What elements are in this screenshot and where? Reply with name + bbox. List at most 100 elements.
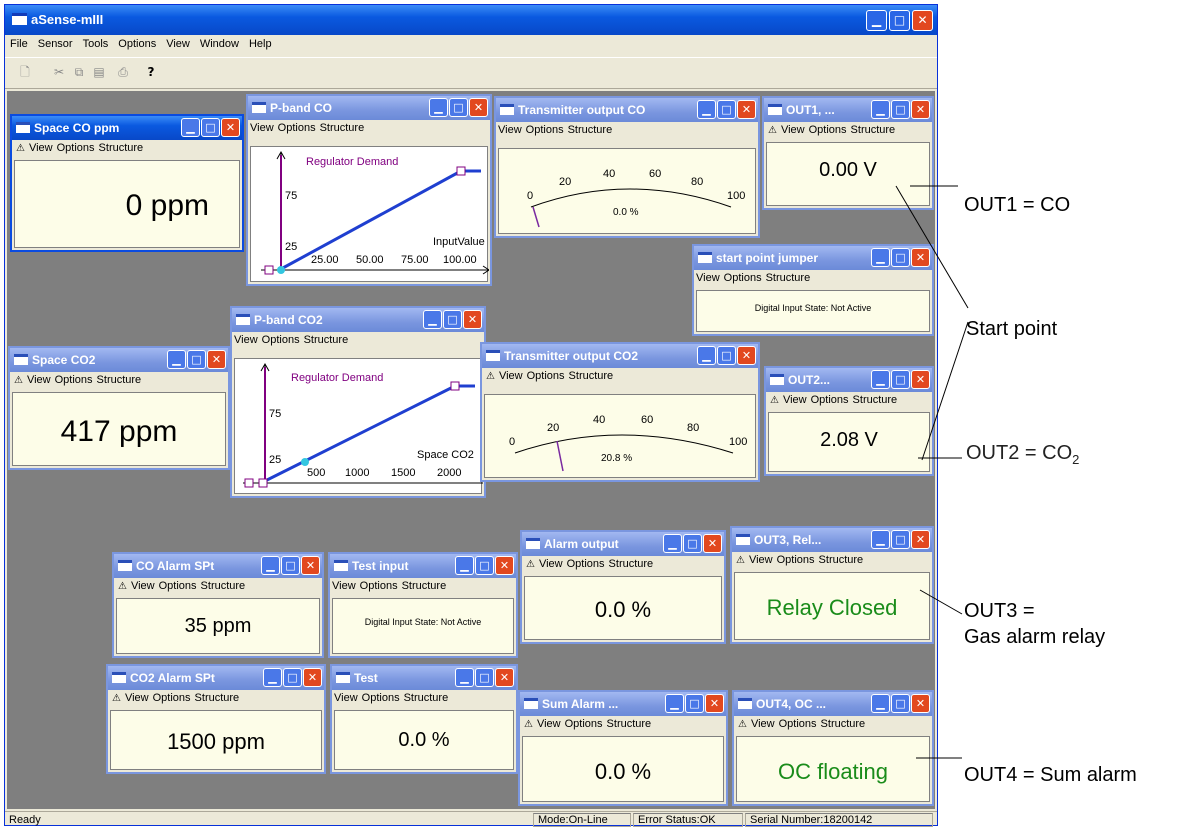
menu-structure[interactable]: Structure bbox=[303, 334, 349, 346]
menu-structure[interactable]: Structure bbox=[820, 718, 866, 730]
menu-sensor[interactable]: Sensor bbox=[37, 38, 73, 50]
new-file-icon[interactable]: 🗋 bbox=[20, 65, 30, 79]
minimize-button[interactable]: ▁ bbox=[263, 668, 282, 687]
menu-view[interactable]: View bbox=[130, 580, 155, 592]
close-button[interactable]: ✕ bbox=[911, 530, 930, 549]
minimize-button[interactable]: ▁ bbox=[455, 556, 474, 575]
maximize-button[interactable]: □ bbox=[685, 694, 704, 713]
maximize-button[interactable]: □ bbox=[683, 534, 702, 553]
menu-view[interactable]: View bbox=[166, 38, 190, 50]
minimize-button[interactable]: ▁ bbox=[663, 534, 682, 553]
maximize-button[interactable]: □ bbox=[281, 556, 300, 575]
menu-view[interactable]: View bbox=[124, 692, 149, 704]
transmitter-co2-window[interactable]: Transmitter output CO2 ▁ □ ✕ ⚠ View Options S… bbox=[480, 342, 760, 482]
maximize-button[interactable]: □ bbox=[891, 370, 910, 389]
pband-co2-window[interactable]: P-band CO2 ▁ □ ✕ View Options Structure Regu… bbox=[230, 306, 486, 498]
menu-tools[interactable]: Tools bbox=[82, 38, 109, 50]
menu-structure[interactable]: Structure bbox=[850, 124, 896, 136]
out1-window[interactable]: OUT1, ... ▁ □ ✕ ⚠ View Options Structure 0.00… bbox=[762, 96, 934, 210]
close-button[interactable]: ✕ bbox=[301, 556, 320, 575]
menu-options[interactable]: Options bbox=[566, 558, 605, 570]
curve-start-handle[interactable] bbox=[264, 265, 274, 275]
menu-options[interactable]: Options bbox=[277, 122, 316, 134]
out3-window[interactable]: OUT3, Rel... ▁ □ ✕ ⚠ View Options Structure R… bbox=[730, 526, 934, 644]
maximize-button[interactable]: □ bbox=[475, 668, 494, 687]
menu-structure[interactable]: Structure bbox=[765, 272, 811, 284]
maximize-button[interactable]: □ bbox=[717, 346, 736, 365]
menu-options[interactable]: Options bbox=[361, 692, 400, 704]
menu-options[interactable]: Options bbox=[525, 124, 564, 136]
pband-co-window[interactable]: P-band CO ▁ □ ✕ View Options Structure Regul… bbox=[246, 94, 492, 286]
curve-start-handle[interactable] bbox=[258, 478, 268, 488]
menu-view[interactable]: View bbox=[538, 558, 563, 570]
close-button[interactable]: ✕ bbox=[207, 350, 226, 369]
maximize-button[interactable]: □ bbox=[891, 100, 910, 119]
close-button[interactable]: ✕ bbox=[912, 10, 933, 31]
minimize-button[interactable]: ▁ bbox=[697, 100, 716, 119]
minimize-button[interactable]: ▁ bbox=[871, 694, 890, 713]
curve-end-handle[interactable] bbox=[456, 166, 466, 176]
out2-window[interactable]: OUT2... ▁ □ ✕ ⚠ View Options Structure 2.08 V bbox=[764, 366, 934, 476]
minimize-button[interactable]: ▁ bbox=[261, 556, 280, 575]
menu-structure[interactable]: Structure bbox=[200, 580, 246, 592]
menu-options[interactable]: Options bbox=[54, 374, 93, 386]
menu-options[interactable]: Options bbox=[56, 142, 95, 154]
out4-window[interactable]: OUT4, OC ... ▁ □ ✕ ⚠ View Options Structure O… bbox=[732, 690, 934, 806]
minimize-button[interactable]: ▁ bbox=[423, 310, 442, 329]
menu-window[interactable]: Window bbox=[199, 38, 239, 50]
maximize-button[interactable]: □ bbox=[717, 100, 736, 119]
minimize-button[interactable]: ▁ bbox=[871, 530, 890, 549]
menu-view[interactable]: View bbox=[536, 718, 561, 730]
menu-structure[interactable]: Structure bbox=[194, 692, 240, 704]
menu-structure[interactable]: Structure bbox=[98, 142, 144, 154]
menu-view[interactable]: View bbox=[780, 124, 805, 136]
paste-icon[interactable]: ▤ bbox=[93, 65, 105, 79]
menu-options[interactable]: Options bbox=[261, 334, 300, 346]
maximize-button[interactable]: □ bbox=[449, 98, 468, 117]
test-input-window[interactable]: Test input ▁ □ ✕ View Options Structure Digi… bbox=[328, 552, 518, 658]
menu-view[interactable]: View bbox=[250, 122, 274, 134]
menu-options[interactable]: Options bbox=[359, 580, 398, 592]
menu-structure[interactable]: Structure bbox=[568, 370, 614, 382]
curve-start-handle[interactable] bbox=[244, 478, 254, 488]
minimize-button[interactable]: ▁ bbox=[181, 118, 200, 137]
menu-view[interactable]: View bbox=[334, 692, 358, 704]
close-button[interactable]: ✕ bbox=[911, 248, 930, 267]
maximize-button[interactable]: □ bbox=[187, 350, 206, 369]
close-button[interactable]: ✕ bbox=[911, 370, 930, 389]
maximize-button[interactable]: □ bbox=[201, 118, 220, 137]
menu-view[interactable]: View bbox=[28, 142, 53, 154]
alarm-output-window[interactable]: Alarm output ▁ □ ✕ ⚠ View Options Structure 0… bbox=[520, 530, 726, 644]
menu-view[interactable]: View bbox=[26, 374, 51, 386]
menu-view[interactable]: View bbox=[498, 124, 522, 136]
menu-structure[interactable]: Structure bbox=[852, 394, 898, 406]
minimize-button[interactable]: ▁ bbox=[871, 370, 890, 389]
maximize-button[interactable]: □ bbox=[443, 310, 462, 329]
menu-options[interactable]: Options bbox=[158, 580, 197, 592]
close-button[interactable]: ✕ bbox=[703, 534, 722, 553]
menu-structure[interactable]: Structure bbox=[818, 554, 864, 566]
menu-options[interactable]: Options bbox=[808, 124, 847, 136]
menu-file[interactable]: File bbox=[10, 38, 28, 50]
menu-structure[interactable]: Structure bbox=[403, 692, 449, 704]
menu-view[interactable]: View bbox=[498, 370, 523, 382]
maximize-button[interactable]: □ bbox=[475, 556, 494, 575]
close-button[interactable]: ✕ bbox=[495, 556, 514, 575]
test-window[interactable]: Test ▁ □ ✕ View Options Structure 0.0 % bbox=[330, 664, 518, 774]
co2-alarm-setpoint-window[interactable]: CO2 Alarm SPt ▁ □ ✕ ⚠ View Options Structure … bbox=[106, 664, 326, 774]
menu-options[interactable]: Options bbox=[564, 718, 603, 730]
close-button[interactable]: ✕ bbox=[737, 346, 756, 365]
minimize-button[interactable]: ▁ bbox=[866, 10, 887, 31]
close-button[interactable]: ✕ bbox=[911, 694, 930, 713]
cut-icon[interactable]: ✂ bbox=[53, 65, 65, 79]
minimize-button[interactable]: ▁ bbox=[429, 98, 448, 117]
close-button[interactable]: ✕ bbox=[303, 668, 322, 687]
minimize-button[interactable]: ▁ bbox=[167, 350, 186, 369]
minimize-button[interactable]: ▁ bbox=[871, 248, 890, 267]
minimize-button[interactable]: ▁ bbox=[871, 100, 890, 119]
curve-end-handle[interactable] bbox=[450, 381, 460, 391]
menu-structure[interactable]: Structure bbox=[567, 124, 613, 136]
close-button[interactable]: ✕ bbox=[911, 100, 930, 119]
minimize-button[interactable]: ▁ bbox=[455, 668, 474, 687]
menu-view[interactable]: View bbox=[332, 580, 356, 592]
